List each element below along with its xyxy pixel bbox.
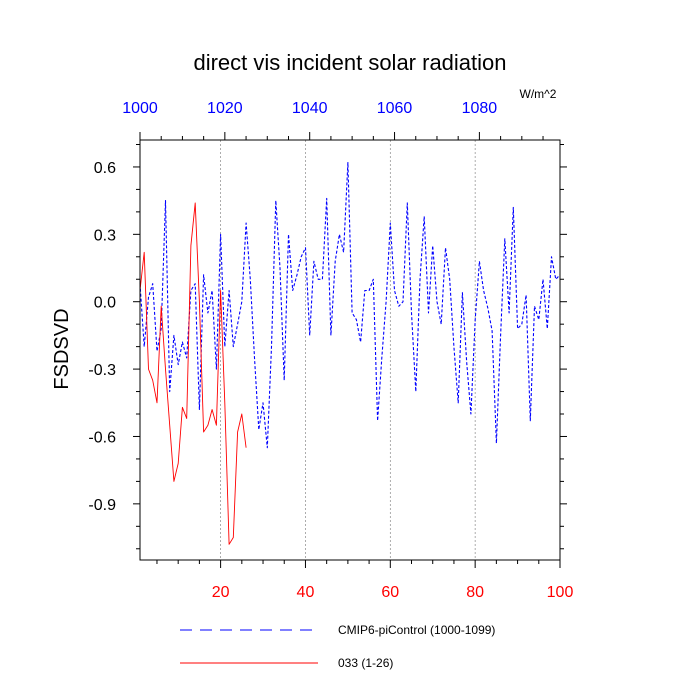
y-tick-label: -0.9 (88, 497, 116, 514)
chart-title: direct vis incident solar radiation (193, 50, 506, 75)
axes: 0.6 0.3 0.0 -0.3 -0.6 -0.9 20 40 60 80 100 1000 1020… (88, 100, 573, 601)
x-tick-label-bottom: 60 (381, 584, 399, 601)
x-tick-label-bottom: 20 (212, 584, 230, 601)
x-tick-label-top: 1000 (122, 100, 158, 117)
plot-series (139, 161, 561, 545)
x-tick-label-bottom: 100 (547, 584, 574, 601)
series-line-0 (139, 161, 561, 449)
y-tick-label: -0.6 (88, 429, 116, 446)
x-tick-label-top: 1040 (292, 100, 328, 117)
y-tick-label: -0.3 (88, 362, 116, 379)
x-tick-label-bottom: 80 (466, 584, 484, 601)
units-label: W/m^2 (520, 87, 557, 101)
y-axis-label: FSDSVD (51, 308, 73, 389)
plot-frame (139, 139, 561, 561)
legend-label-cmip6: CMIP6-piControl (1000-1099) (338, 623, 495, 637)
series-line-1 (139, 202, 247, 545)
y-tick-label: 0.6 (94, 160, 116, 177)
x-tick-label-top: 1060 (377, 100, 413, 117)
y-tick-label: 0.0 (94, 295, 116, 312)
x-tick-label-bottom: 40 (297, 584, 315, 601)
legend-label-033: 033 (1-26) (338, 656, 393, 670)
y-tick-label: 0.3 (94, 227, 116, 244)
grid-lines (220, 140, 476, 560)
x-tick-label-top: 1020 (207, 100, 243, 117)
legend: CMIP6-piControl (1000-1099) 033 (1-26) (180, 623, 495, 670)
x-tick-label-top: 1080 (462, 100, 498, 117)
